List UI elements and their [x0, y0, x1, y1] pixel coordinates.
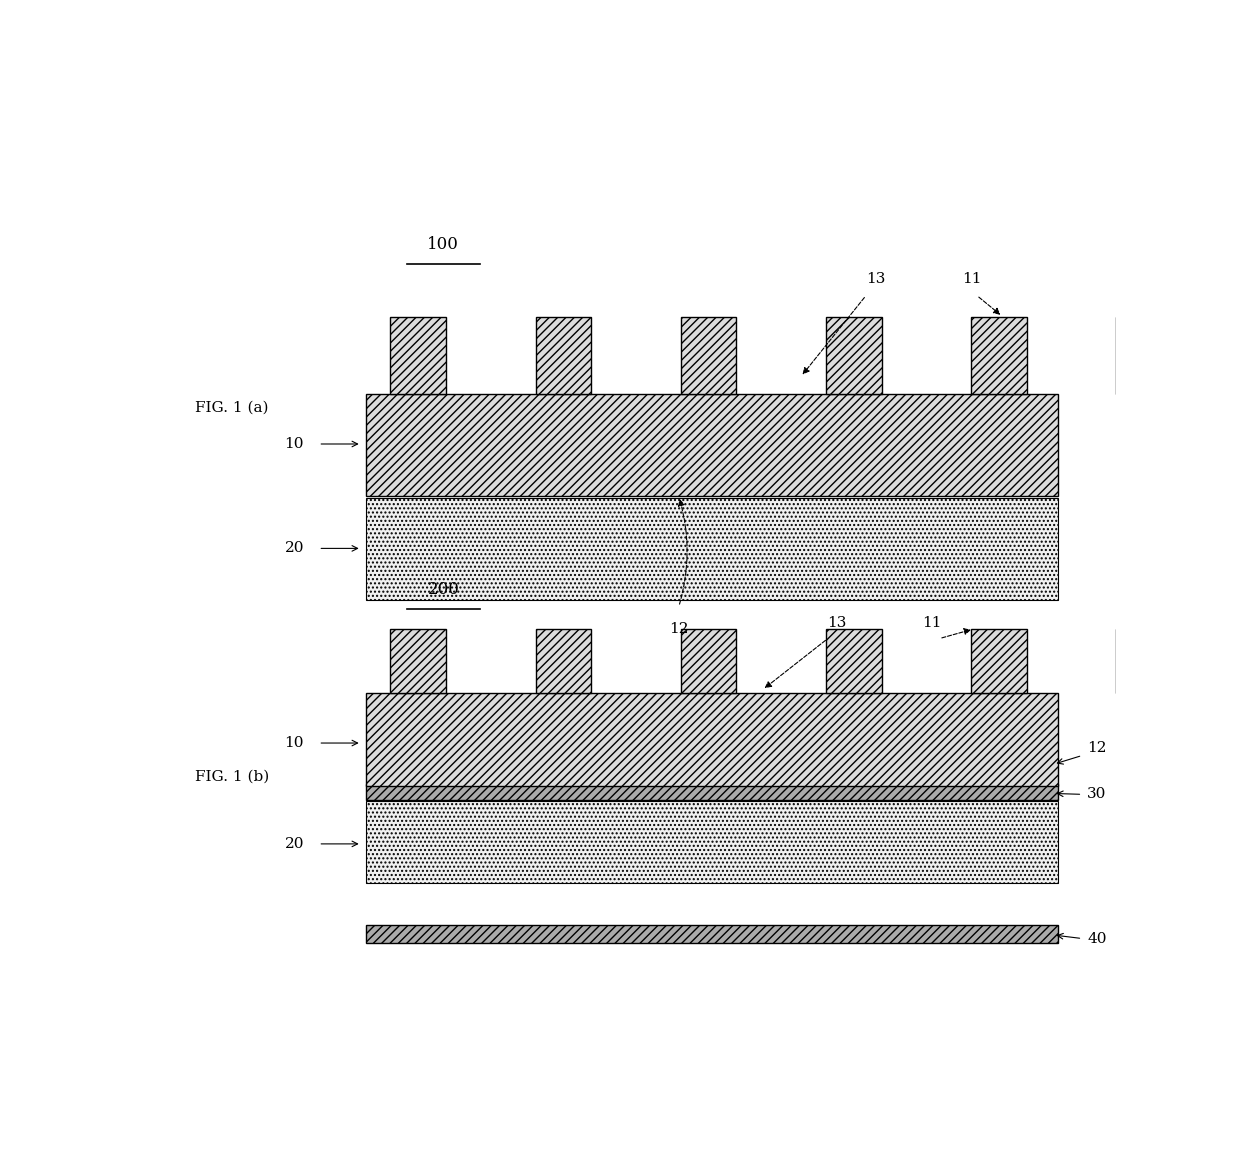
- Text: 13: 13: [866, 272, 885, 286]
- Bar: [826, 629, 882, 693]
- Text: 10: 10: [285, 437, 304, 452]
- Text: 20: 20: [285, 541, 304, 555]
- Text: 30: 30: [1087, 787, 1106, 801]
- Text: 13: 13: [827, 616, 847, 630]
- Bar: [367, 925, 1058, 943]
- Bar: [971, 317, 1027, 394]
- Text: 200: 200: [428, 580, 459, 597]
- Bar: [536, 629, 591, 693]
- Text: 12: 12: [670, 622, 688, 635]
- Bar: [367, 498, 1058, 600]
- Text: 12: 12: [1087, 741, 1106, 755]
- Text: 11: 11: [921, 616, 941, 630]
- Bar: [536, 317, 591, 394]
- Bar: [681, 629, 737, 693]
- Bar: [367, 394, 1058, 496]
- Bar: [367, 802, 1058, 882]
- Bar: [1116, 317, 1172, 394]
- Bar: [681, 317, 737, 394]
- Text: 10: 10: [285, 737, 304, 750]
- Text: 40: 40: [1087, 932, 1106, 946]
- Text: FIG. 1 (a): FIG. 1 (a): [195, 401, 269, 415]
- Text: 11: 11: [962, 272, 982, 286]
- Bar: [391, 317, 446, 394]
- Bar: [391, 629, 446, 693]
- Text: 20: 20: [285, 836, 304, 851]
- Bar: [971, 629, 1027, 693]
- Bar: [367, 693, 1058, 786]
- Bar: [367, 784, 1058, 800]
- Bar: [1116, 629, 1172, 693]
- Bar: [826, 317, 882, 394]
- Text: 100: 100: [428, 236, 459, 253]
- Text: FIG. 1 (b): FIG. 1 (b): [195, 770, 269, 784]
